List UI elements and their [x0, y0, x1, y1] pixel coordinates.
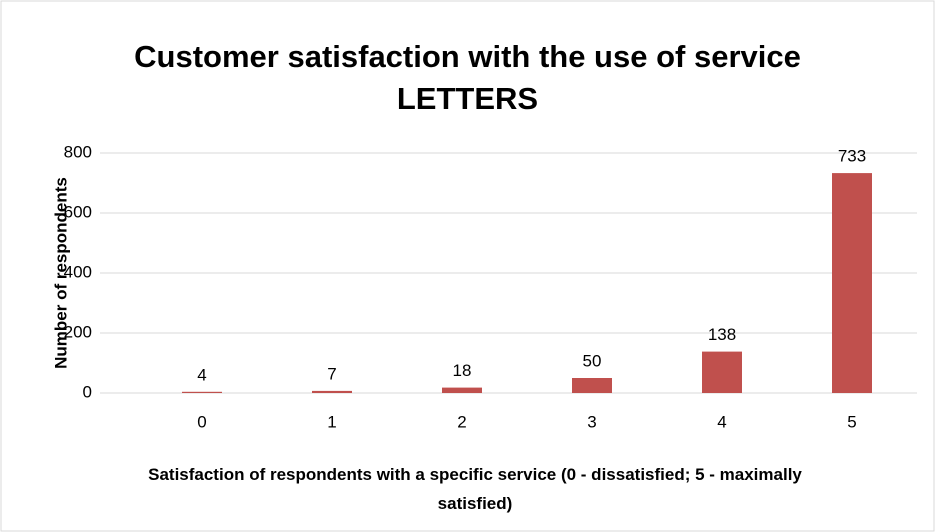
chart-title: Customer satisfaction with the use of se… — [134, 39, 801, 116]
x-tick-label: 5 — [847, 412, 856, 431]
bar — [312, 390, 352, 393]
bar — [702, 351, 742, 393]
y-tick-label: 400 — [64, 262, 92, 281]
data-label: 50 — [583, 351, 602, 370]
x-tick-label: 4 — [717, 412, 726, 431]
bar — [572, 378, 612, 393]
data-label: 733 — [838, 147, 866, 166]
x-tick-label: 3 — [587, 412, 596, 431]
x-tick-label: 0 — [197, 412, 206, 431]
bar — [182, 391, 222, 393]
x-axis-label: Satisfaction of respondents with a speci… — [148, 465, 802, 513]
x-tick-label: 2 — [457, 412, 466, 431]
data-label: 138 — [708, 325, 736, 344]
data-label: 7 — [327, 364, 336, 383]
bar — [442, 387, 482, 393]
y-tick-label: 800 — [64, 142, 92, 161]
data-label: 18 — [453, 361, 472, 380]
y-tick-label: 600 — [64, 202, 92, 221]
y-axis-label: Number of respondents — [51, 177, 70, 369]
data-label: 4 — [197, 365, 206, 384]
y-tick-label: 0 — [83, 382, 92, 401]
y-tick-label: 200 — [64, 322, 92, 341]
bar — [832, 173, 872, 393]
x-tick-label: 1 — [327, 412, 336, 431]
